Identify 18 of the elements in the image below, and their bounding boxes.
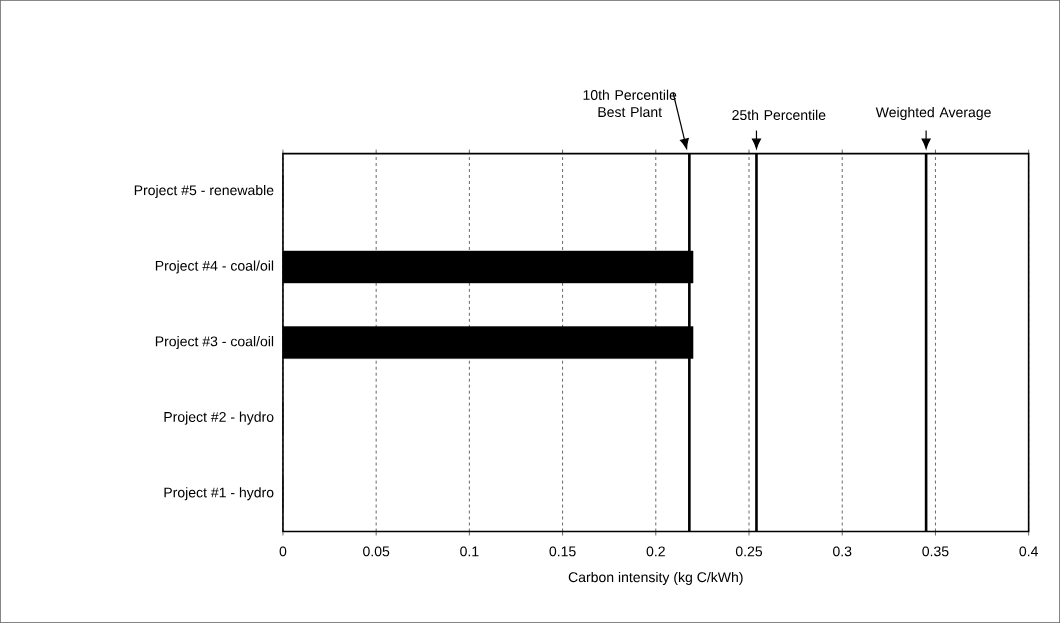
y-tick-label: Project #3 - coal/oil — [155, 336, 274, 350]
x-tick-label: 0.1 — [460, 546, 479, 557]
x-tick-label: 0.3 — [833, 546, 852, 557]
x-tick-label: 0.15 — [549, 546, 576, 557]
x-tick-label: 0.05 — [363, 546, 390, 557]
x-tick-label: 0.4 — [1019, 546, 1038, 557]
x-tick-label: 0.2 — [646, 546, 665, 557]
x-axis-title: Carbon intensity (kg C/kWh) — [568, 571, 743, 585]
x-tick-label: 0 — [279, 546, 287, 557]
y-tick-label: Project #4 - coal/oil — [155, 260, 274, 274]
x-tick-label: 0.25 — [735, 546, 763, 557]
ref-line-label: Weighted Average — [875, 106, 991, 121]
ref-line-label: 10th Percentile Best Plant — [583, 89, 677, 118]
x-tick-label: 0.35 — [922, 546, 949, 557]
ref-line-label: 25th Percentile — [732, 109, 826, 121]
y-tick-label: Project #1 - hydro — [164, 487, 274, 501]
y-tick-label: Project #5 - renewable — [134, 184, 274, 198]
y-tick-label: Project #2 - hydro — [164, 411, 274, 425]
